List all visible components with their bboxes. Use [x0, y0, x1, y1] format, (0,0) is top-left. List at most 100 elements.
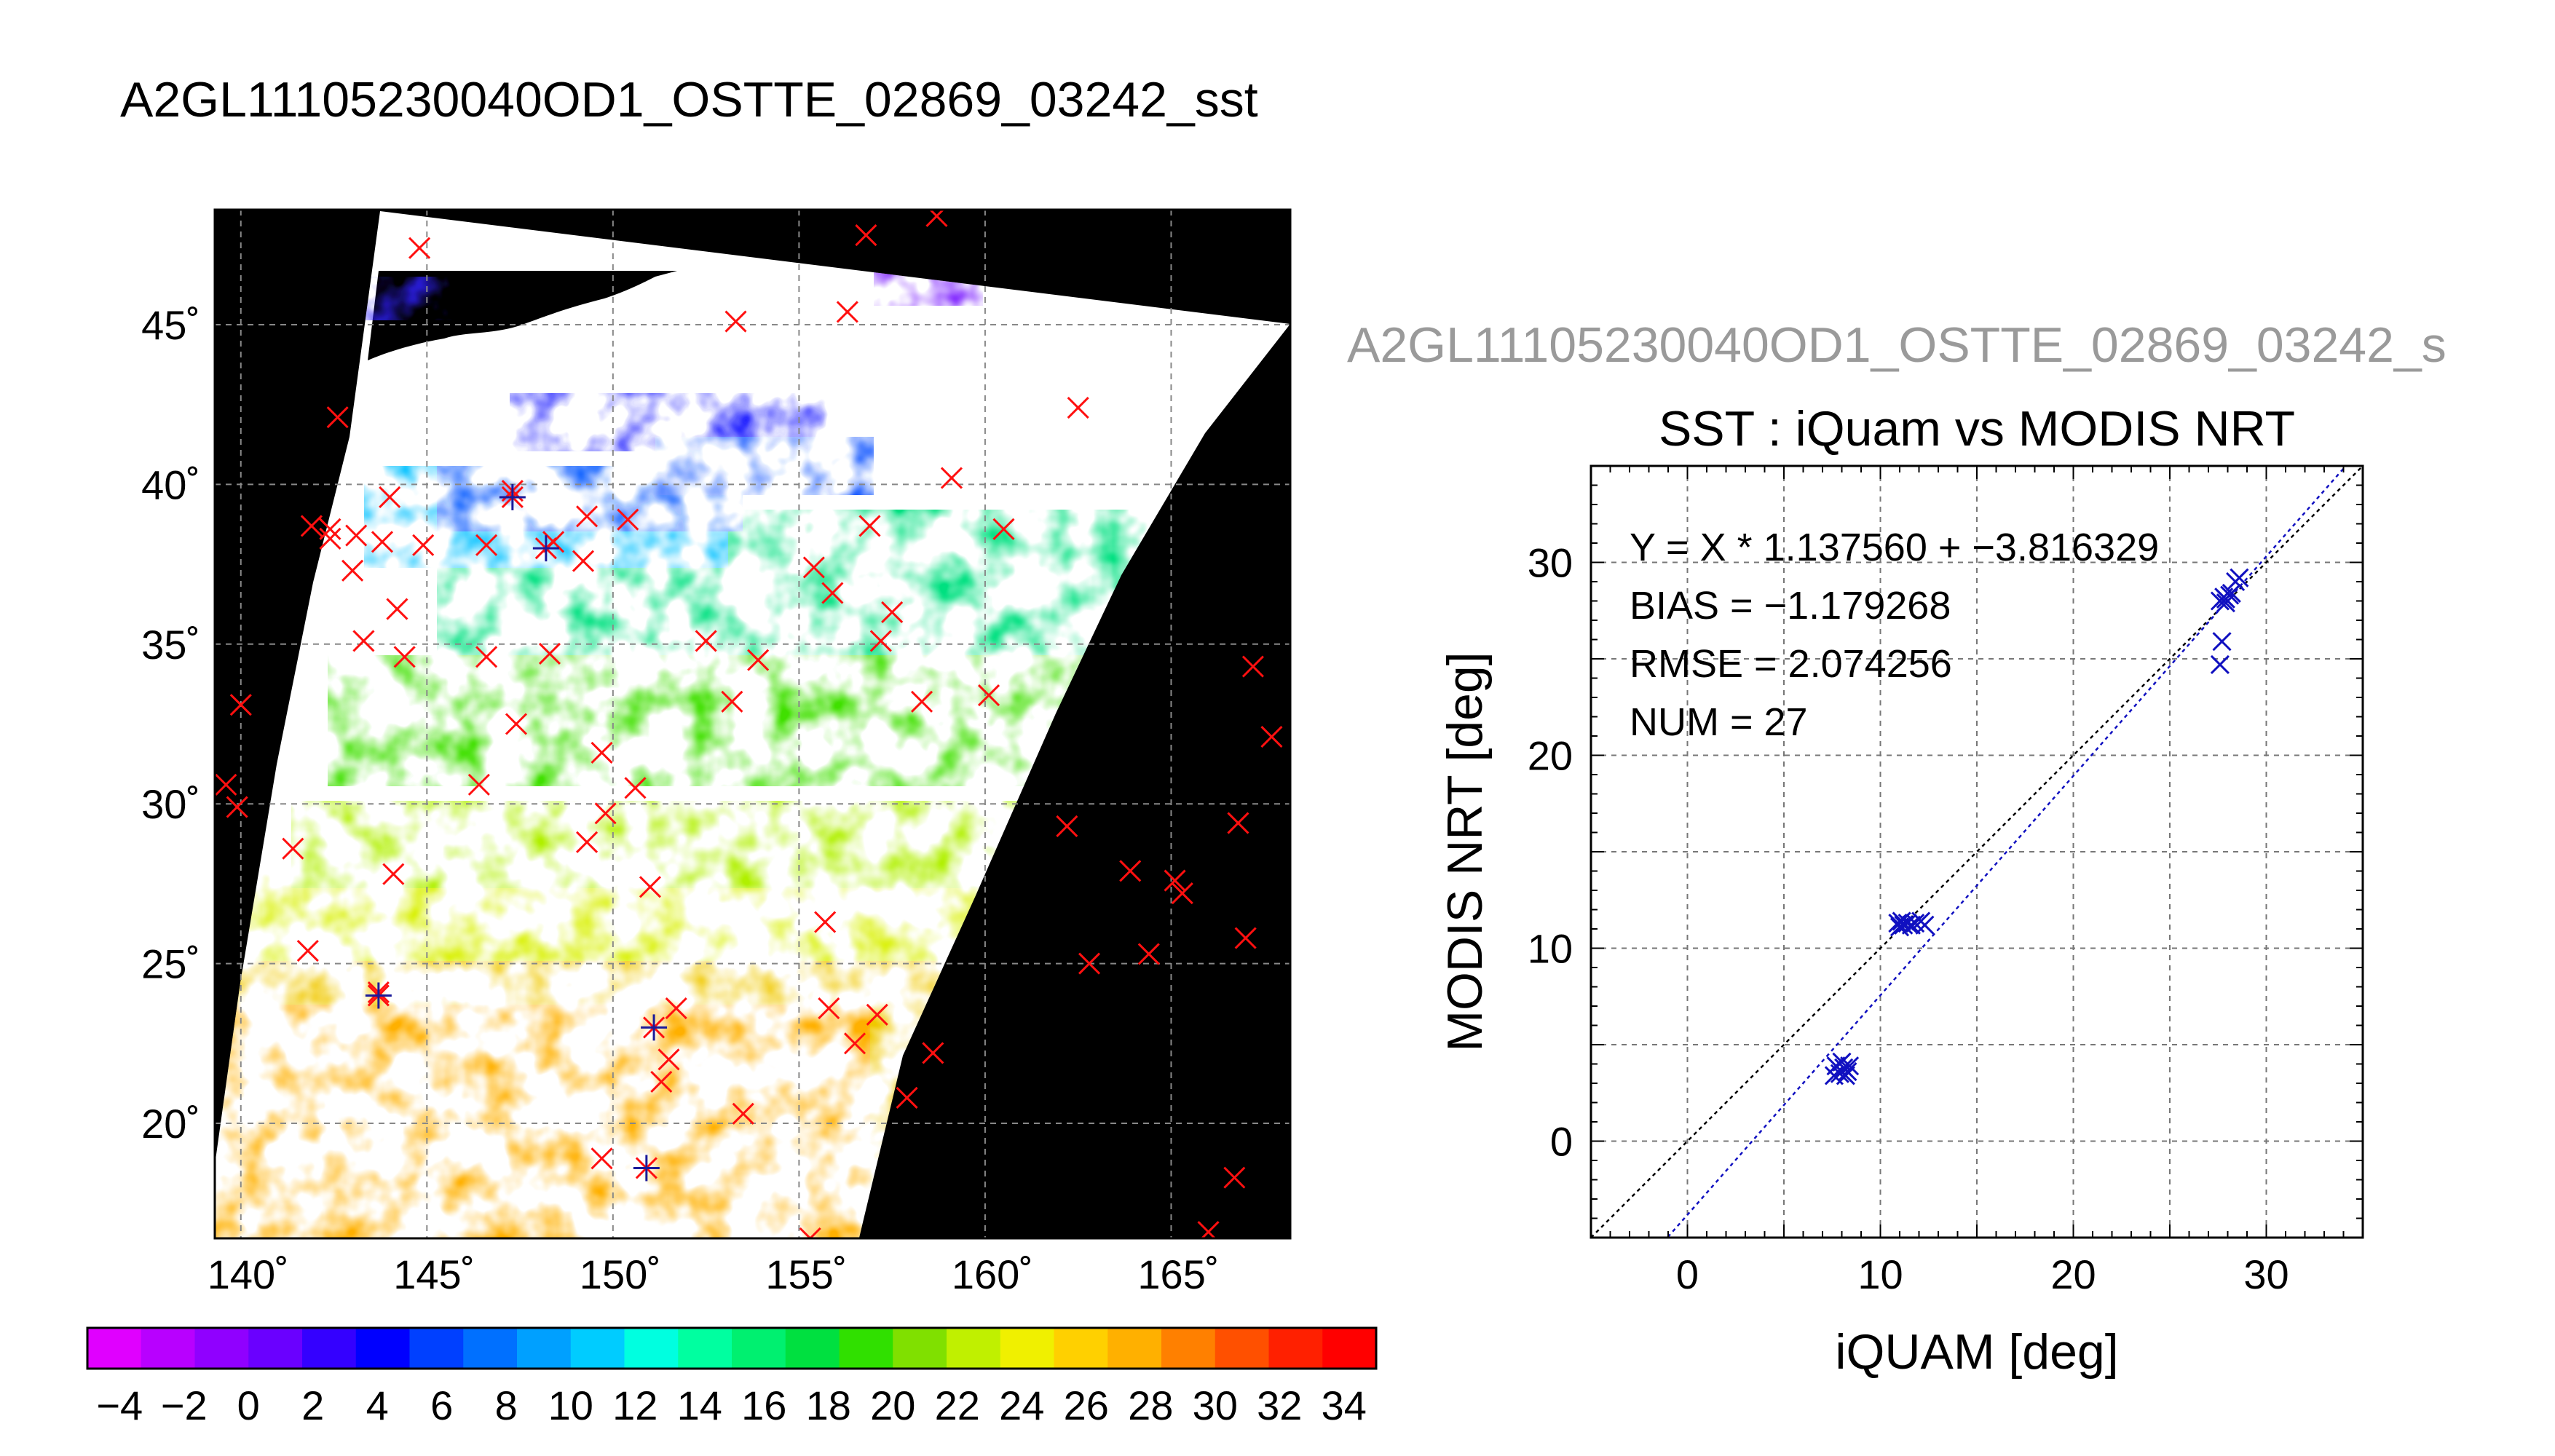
colorbar-label: −4 [96, 1382, 143, 1428]
buoy-marker [1164, 869, 1186, 892]
map-grid [215, 210, 1290, 1238]
buoy-marker [724, 310, 747, 333]
colorbar-swatch [409, 1328, 464, 1369]
buoy-marker [799, 1227, 821, 1238]
colorbar-swatch [1161, 1328, 1216, 1369]
matched-marker [499, 483, 526, 510]
colorbar-swatch [141, 1328, 195, 1369]
buoy-marker [326, 406, 349, 429]
colorbar-label: 28 [1128, 1382, 1173, 1428]
lon-tick-label: 165˚ [1137, 1251, 1219, 1297]
colorbar-swatch [1215, 1328, 1269, 1369]
lon-tick-label: 145˚ [393, 1251, 475, 1297]
colorbar-labels: −4 −2 0 2 4 6 8 10 12 14 16 18 20 22 24 26 28 30 32 34 [96, 1382, 1367, 1428]
main-title: A2GL11105230040OD1_OSTTE_02869_03242_sst [120, 72, 1258, 127]
lon-tick-label: 160˚ [952, 1251, 1033, 1297]
lon-tick-label: 155˚ [765, 1251, 847, 1297]
buoy-marker [1056, 815, 1078, 837]
buoy-marker [352, 630, 375, 652]
buoy-marker [1119, 860, 1142, 882]
buoy-marker [940, 467, 963, 489]
colorbar-swatch [517, 1328, 572, 1369]
buoy-marker [1234, 927, 1257, 949]
buoy-marker [393, 646, 416, 668]
colorbar-swatch [463, 1328, 518, 1369]
buoy-marker [1197, 1221, 1220, 1238]
colorbar-label: 26 [1064, 1382, 1109, 1428]
buoy-marker [910, 690, 933, 713]
colorbar-swatch [1268, 1328, 1323, 1369]
colorbar: −4 −2 0 2 4 6 8 10 12 14 16 18 20 22 24 26 28 30 32 34 [86, 1326, 1378, 1428]
lat-tick-label: 20˚ [141, 1101, 200, 1147]
buoy-marker [922, 1042, 944, 1064]
buoy-marker [282, 837, 304, 860]
buoy-marker [215, 773, 237, 796]
colorbar-swatch [839, 1328, 893, 1369]
buoy-marker [977, 684, 1000, 707]
buoy-marker [345, 524, 368, 547]
lon-tick-label: 150˚ [580, 1251, 661, 1297]
buoy-marker [858, 515, 881, 537]
buoy-marker [379, 486, 401, 508]
colorbar-swatch [893, 1328, 947, 1369]
map-plot-area [213, 208, 1292, 1240]
buoy-marker [818, 997, 840, 1020]
colorbar-label: 10 [548, 1382, 593, 1428]
buoy-marker [591, 741, 613, 764]
colorbar-swatch [570, 1328, 625, 1369]
map-lon-ticks: 140˚ 145˚ 150˚ 155˚ 160˚ 165˚ [208, 1251, 1220, 1297]
colorbar-swatch [678, 1328, 732, 1369]
buoy-marker [695, 630, 717, 652]
colorbar-label: 0 [237, 1382, 260, 1428]
buoy-marker [475, 646, 498, 668]
colorbar-label: 6 [430, 1382, 453, 1428]
buoy-marker [576, 831, 599, 853]
buoy-marker [572, 550, 595, 572]
buoy-marker [1241, 655, 1264, 678]
colorbar-label: 32 [1257, 1382, 1302, 1428]
buoy-marker [371, 531, 394, 553]
buoy-marker [382, 863, 405, 885]
buoy-marker [843, 1032, 866, 1055]
buoy-marker [1067, 397, 1089, 419]
lat-tick-label: 25˚ [141, 941, 200, 987]
colorbar-frame [86, 1326, 1378, 1370]
buoy-marker [594, 802, 617, 825]
buoy-marker [296, 940, 319, 962]
buoy-marker [505, 713, 528, 735]
lat-tick-label: 35˚ [141, 622, 200, 668]
buoy-marker [881, 601, 904, 623]
buoy-marker [408, 237, 431, 259]
buoy-marker [1260, 725, 1283, 748]
buoy-marker [747, 649, 770, 671]
buoy-marker [1227, 812, 1249, 834]
sst-field [215, 262, 1165, 1238]
buoy-marker [475, 534, 498, 556]
matched-marker [641, 1014, 668, 1041]
colorbar-swatch [732, 1328, 786, 1369]
buoy-marker [814, 911, 837, 933]
colorbar-swatch [248, 1328, 303, 1369]
buoy-marker [341, 559, 364, 582]
colorbar-swatch [1000, 1328, 1054, 1369]
buoy-marker [591, 1147, 613, 1170]
colorbar-swatch [1107, 1328, 1162, 1369]
buoy-marker [855, 224, 877, 247]
map-lat-ticks: 45˚ 40˚ 35˚ 30˚ 25˚ 20˚ [141, 302, 200, 1147]
colorbar-label: −2 [161, 1382, 208, 1428]
buoy-marker [1223, 1166, 1246, 1189]
buoy-marker [1078, 952, 1101, 975]
colorbar-label: 30 [1193, 1382, 1238, 1428]
buoy-marker [1137, 943, 1160, 965]
lat-tick-label: 40˚ [141, 462, 200, 507]
buoy-marker [467, 773, 490, 796]
buoy-marker [657, 1048, 680, 1071]
buoy-marker [721, 690, 743, 713]
colorbar-boxes [87, 1328, 1377, 1369]
buoy-marker [538, 642, 561, 665]
buoy-marker [229, 694, 252, 716]
colorbar-swatch [87, 1328, 142, 1369]
colorbar-label: 18 [806, 1382, 851, 1428]
buoy-marker [386, 598, 408, 620]
